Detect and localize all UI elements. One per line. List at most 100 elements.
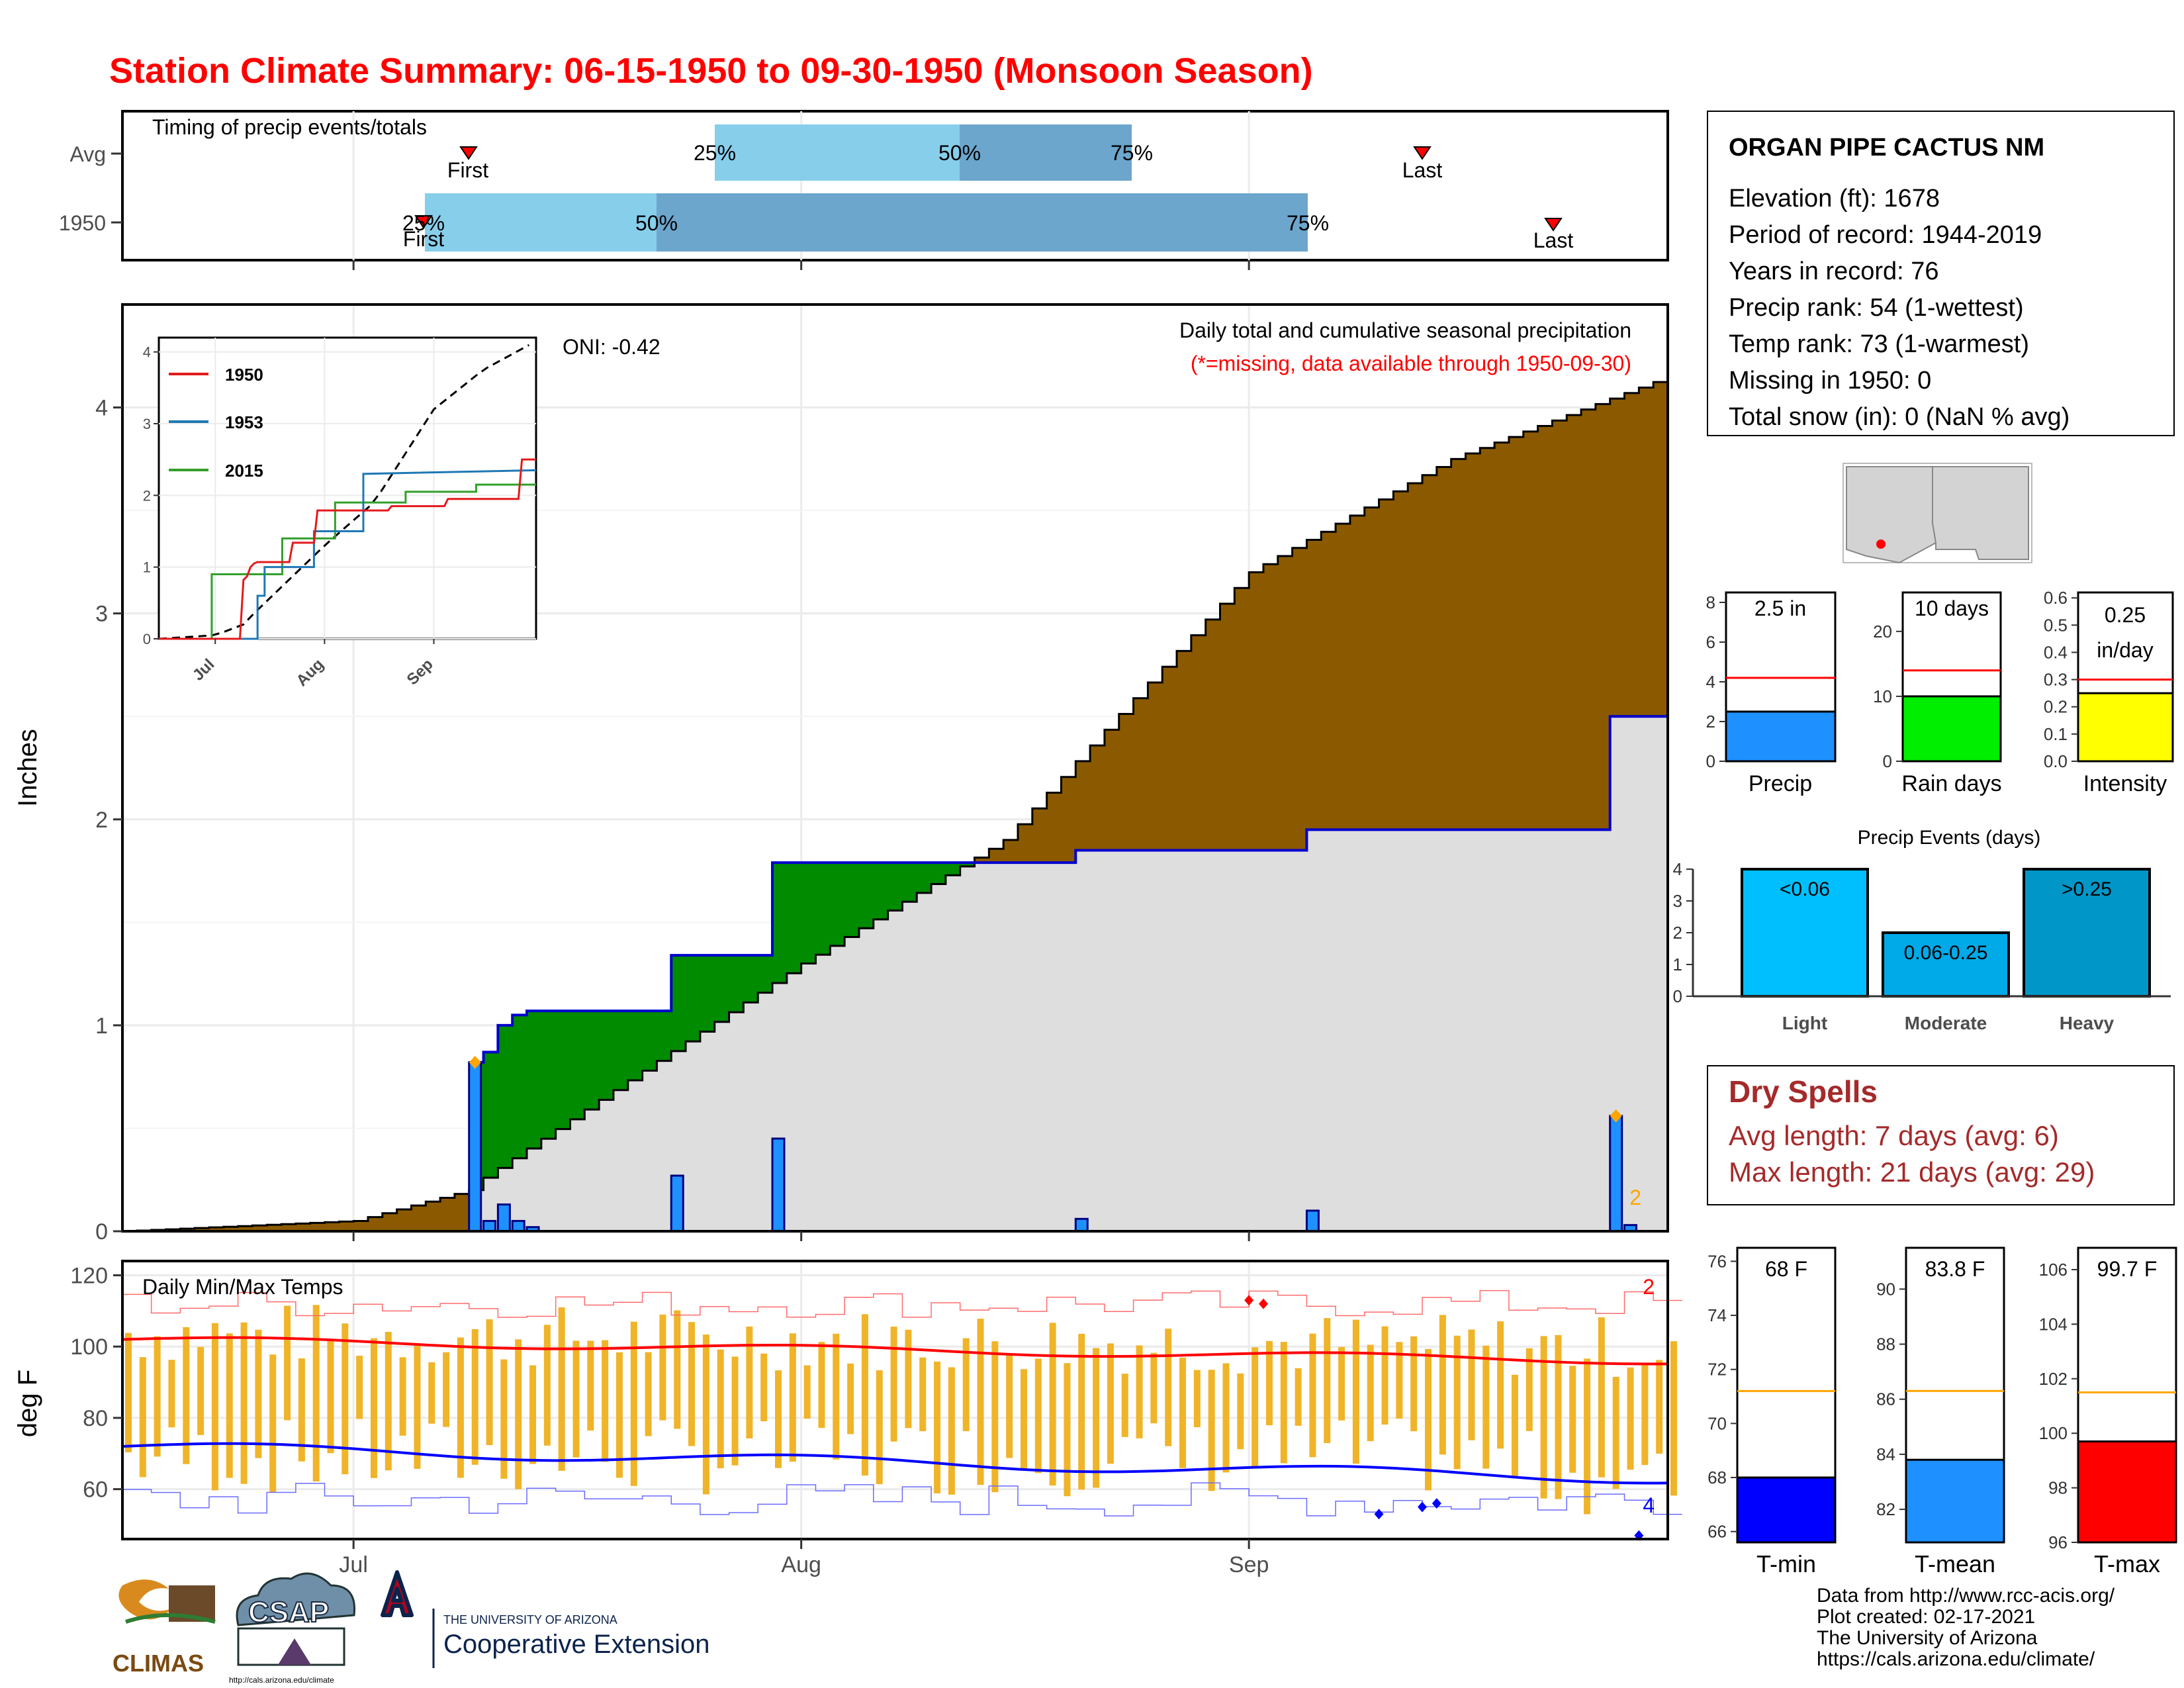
temp-bar — [312, 1305, 320, 1481]
inset-grid — [159, 338, 536, 639]
intensity-mini-value: 0.25 — [2105, 603, 2146, 627]
x-tick-label: Sep — [1229, 1552, 1269, 1577]
ua-logo: THE UNIVERSITY OF ARIZONA Cooperative Ex… — [381, 1570, 709, 1668]
temp-bar — [1569, 1366, 1576, 1473]
temp-mini-tick-label: 88 — [1876, 1335, 1895, 1354]
temp-bar — [1612, 1376, 1619, 1489]
precip-note: (*=missing, data available through 1950-… — [1191, 352, 1631, 375]
precip-mini-label: Precip — [1749, 771, 1812, 796]
temp-bar — [1208, 1370, 1215, 1491]
max-precip-marker — [469, 1055, 481, 1069]
mini-tick-label: 0.0 — [2044, 751, 2068, 771]
temp-bar — [934, 1361, 941, 1493]
precip-y-ticks: 0 1 2 3 4 — [95, 396, 122, 1244]
temp-bar — [139, 1357, 146, 1477]
raindays-mini-value: 10 days — [1915, 596, 1989, 620]
tmax-mini: 99.7 F T-max 96 98 100 102 104 106 — [2039, 1246, 2177, 1577]
climas-icon-swoosh — [125, 1613, 216, 1624]
ua-a-icon — [381, 1570, 414, 1617]
intensity-mini-ticks: 0.0 0.1 0.2 0.3 0.4 0.5 0.6 — [2044, 588, 2078, 771]
daily-precip-bar — [496, 1203, 511, 1233]
raindays-mini-bar — [1901, 695, 2002, 763]
temp-bar — [1121, 1374, 1128, 1437]
event-bar-label: Moderate — [1905, 1013, 1987, 1033]
precip-header: Daily total and cumulative seasonal prec… — [1179, 318, 1631, 342]
temp-bar — [443, 1352, 450, 1427]
temp-ylabel: deg F — [13, 1370, 42, 1437]
observed-cumulative-line — [469, 715, 1668, 1064]
temp-bar — [1150, 1352, 1158, 1424]
temp-bar — [688, 1322, 696, 1446]
y-tick-label: 0 — [95, 1219, 108, 1244]
ua-big-text: Cooperative Extension — [443, 1630, 709, 1659]
tmean-mini-bar — [1905, 1458, 2005, 1544]
temp-bar — [602, 1340, 609, 1462]
climas-logo: CLIMAS — [113, 1579, 216, 1677]
precip-mini-value: 2.5 in — [1754, 596, 1806, 620]
temp-y-tick-label: 100 — [70, 1335, 108, 1360]
temp-bar — [1410, 1336, 1418, 1432]
station-line: Elevation (ft): 1678 — [1729, 185, 1940, 212]
precip-corner: 2 — [1629, 1186, 1641, 1209]
temp-bar — [1107, 1343, 1114, 1464]
dry-spells-frame — [1707, 1065, 2175, 1205]
temp-bar — [1049, 1323, 1056, 1486]
climas-wordmark: CLIMAS — [113, 1650, 204, 1677]
temp-bar — [543, 1325, 551, 1446]
mini-tick-label: 8 — [1706, 592, 1715, 612]
daily-precip-bar — [1305, 1209, 1320, 1233]
station-line: Missing in 1950: 0 — [1729, 367, 1931, 395]
x-ticks: Jul Aug Sep — [339, 260, 1269, 1577]
temp-bar — [1237, 1373, 1244, 1450]
temp-record-marker — [1374, 1509, 1384, 1520]
intensity-mini-label: Intensity — [2083, 771, 2167, 796]
mini-tick-label: 0.4 — [2044, 642, 2068, 662]
temp-bar — [1627, 1367, 1634, 1470]
logos: CLIMAS CSAP http://cals.arizona.edu/clim… — [113, 1570, 709, 1685]
timing-row-1950: 1950 — [59, 211, 106, 235]
precip-mini-bar — [1725, 710, 1837, 763]
tmin-mini-label: T-min — [1756, 1550, 1816, 1577]
temp-bar — [803, 1365, 811, 1419]
temp-y-tick-label: 80 — [83, 1406, 108, 1431]
station-frame — [1707, 111, 2175, 436]
temp-bar — [1453, 1335, 1461, 1470]
csap-wordmark: CSAP — [248, 1596, 329, 1628]
tmax-mini-label: T-max — [2094, 1550, 2160, 1577]
legend-2015: 2015 — [225, 461, 263, 481]
tmin-mini-bar — [1736, 1476, 1837, 1544]
precip-events-chart: Precip Events (days) <0.06 Light 0.06-0.25… — [1673, 827, 2171, 1033]
temp-bar — [428, 1362, 435, 1424]
temp-bar — [587, 1340, 594, 1431]
avg-p50-label: 50% — [938, 141, 981, 165]
y-tick-label: 1 — [95, 1013, 108, 1039]
temp-bar — [1193, 1370, 1201, 1428]
mini-tick-label: 0.3 — [2044, 670, 2068, 690]
station-box: ORGAN PIPE CACTUS NM Elevation (ft): 167… — [1707, 111, 2175, 436]
events-tick-label: 3 — [1673, 891, 1682, 911]
legend-1953: 1953 — [225, 412, 263, 432]
temp-bar — [1165, 1329, 1172, 1446]
tmean-mini: 83.8 F T-mean 82 84 86 88 90 — [1876, 1246, 2005, 1577]
credits: Data from http://www.rcc-acis.org/ Plot … — [1817, 1585, 2115, 1670]
daily-precip-bars — [468, 1055, 1638, 1233]
raindays-mini: 10 days Rain days 0 10 20 — [1873, 591, 2002, 796]
precip-mini-ticks: 0 2 4 6 8 — [1706, 592, 1726, 771]
mini-tick-label: 2 — [1706, 712, 1715, 731]
temp-mini-tick-label: 74 — [1707, 1305, 1727, 1325]
credit-line: The University of Arizona — [1817, 1627, 2038, 1649]
temp-bar — [1295, 1368, 1302, 1426]
events-tick-label: 1 — [1673, 955, 1682, 974]
locator-map — [1843, 463, 2032, 564]
temp-bar — [125, 1333, 132, 1452]
inset-y-tick-label: 2 — [143, 487, 151, 504]
temp-mini-bars: 68 F T-min 66 68 70 72 74 76 83.8 F T-mean 82… — [1707, 1246, 2177, 1577]
inset-avg-line — [158, 344, 530, 640]
tmax-mean-line — [122, 1336, 1668, 1366]
raindays-mini-label: Rain days — [1901, 771, 2001, 796]
temp-bar — [1555, 1335, 1562, 1499]
dry-spells-max: Max length: 21 days (avg: 29) — [1729, 1156, 2095, 1188]
temp-bar — [746, 1326, 753, 1439]
temp-mini-tick-label: 100 — [2039, 1423, 2068, 1443]
